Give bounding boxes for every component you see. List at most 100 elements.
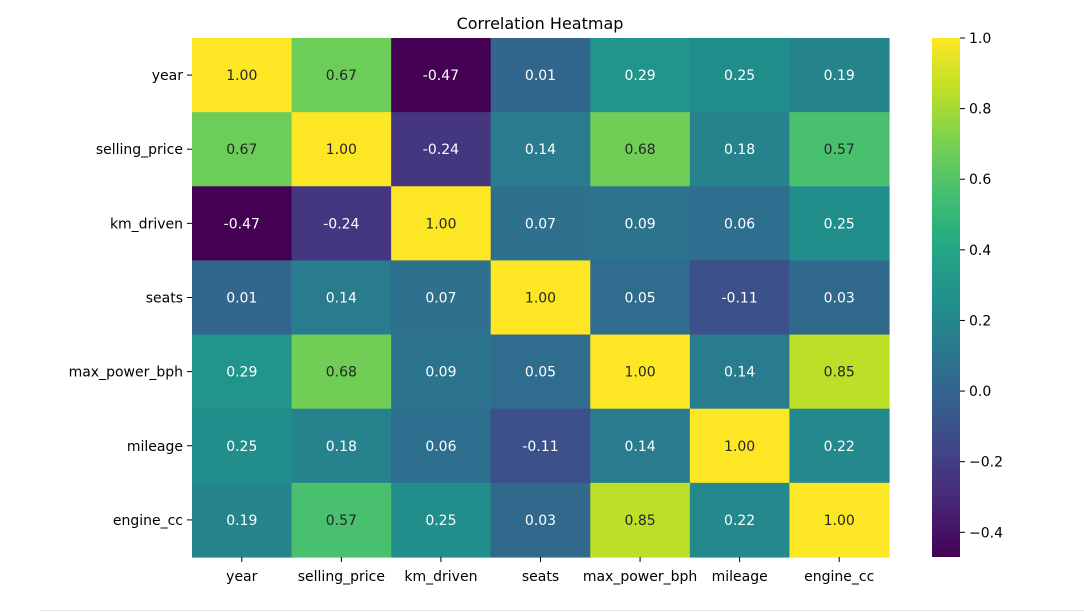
heatmap-cell-engine_cc-max_power_bph [590, 482, 691, 558]
cell-value-label: 0.14 [326, 290, 357, 306]
x-axis-tick-labels: year selling_price km_driven seats max_power… [226, 556, 874, 585]
cell-value-label: 0.68 [326, 365, 357, 381]
heatmap-cell-seats-seats [490, 260, 591, 336]
heatmap-cell-max_power_bph-engine_cc [789, 334, 890, 410]
x-tick-label: seats [522, 569, 559, 585]
cell-value-label: 1.00 [425, 216, 456, 232]
divider [40, 610, 1084, 611]
heatmap-cell-seats-km_driven [391, 260, 492, 336]
cell-value-label: 0.05 [525, 365, 556, 381]
heatmap-cell-engine_cc-year [192, 482, 293, 558]
heatmap-cell-max_power_bph-mileage [689, 334, 791, 410]
heatmap-cell-selling_price-year [192, 112, 293, 187]
cell-value-label: 0.85 [824, 365, 855, 381]
cell-value-label: 0.25 [425, 513, 456, 529]
x-tick-label: engine_cc [804, 569, 874, 585]
colorbar-tick-label: 0.8 [969, 102, 991, 118]
cell-value-label: -0.47 [224, 216, 260, 232]
heatmap-cell-max_power_bph-year [192, 334, 293, 410]
cell-value-label: 0.25 [724, 68, 755, 84]
heatmap-cell-selling_price-max_power_bph [590, 112, 691, 187]
colorbar-tick-label: −0.2 [969, 455, 1003, 471]
heatmap-cell-engine_cc-selling_price [291, 482, 392, 558]
y-tick-label: km_driven [110, 216, 183, 232]
heatmap-cell-engine_cc-engine_cc [789, 482, 890, 558]
heatmap-cell-max_power_bph-selling_price [291, 334, 392, 410]
cell-value-label: 0.01 [525, 68, 556, 84]
cell-value-label: 1.00 [624, 365, 655, 381]
cell-value-label: 0.67 [226, 142, 257, 158]
cell-value-label: 0.19 [824, 68, 855, 84]
cell-value-label: -0.47 [423, 68, 459, 84]
colorbar-ticks: 1.0 0.8 0.6 0.4 0.2 0.0 −0.2 −0.4 [960, 31, 1003, 541]
cell-value-label: 1.00 [226, 68, 257, 84]
cell-value-label: -0.24 [323, 216, 359, 232]
cell-value-label: 0.09 [425, 365, 456, 381]
colorbar-tick-label: 0.4 [969, 243, 991, 259]
heatmap-cell-km_driven-year [192, 186, 293, 262]
colorbar-tick-label: 0.0 [969, 384, 991, 400]
x-tick-label: selling_price [298, 569, 385, 585]
cell-value-label: 0.09 [624, 216, 655, 232]
cell-value-label: 0.14 [624, 439, 655, 455]
heatmap-cell-year-km_driven [391, 38, 492, 113]
heatmap-cell-selling_price-engine_cc [789, 112, 890, 187]
heatmap-cell-selling_price-mileage [689, 112, 791, 187]
heatmap-cell-engine_cc-km_driven [391, 482, 492, 558]
cell-value-label: 0.14 [724, 365, 755, 381]
heatmap-cell-mileage-seats [490, 408, 591, 484]
colorbar-tick-label: −0.4 [969, 525, 1003, 541]
cell-value-label: 0.03 [525, 513, 556, 529]
y-tick-label: engine_cc [113, 513, 183, 529]
cell-value-label: 0.22 [724, 513, 755, 529]
heatmap-cell-mileage-km_driven [391, 408, 492, 484]
cell-value-label: 0.22 [824, 439, 855, 455]
heatmap-cell-selling_price-seats [490, 112, 591, 187]
chart-title: Correlation Heatmap [457, 14, 624, 33]
x-tick-label: km_driven [404, 569, 477, 585]
heatmap-cell-max_power_bph-km_driven [391, 334, 492, 410]
y-tick-label: seats [146, 290, 183, 306]
heatmap-cell-selling_price-km_driven [391, 112, 492, 187]
heatmap-cell-mileage-year [192, 408, 293, 484]
cell-value-label: 0.14 [525, 142, 556, 158]
heatmap-cell-km_driven-mileage [689, 186, 791, 262]
heatmap-cell-selling_price-selling_price [291, 112, 392, 187]
heatmap-cell-km_driven-seats [490, 186, 591, 262]
colorbar-tick-label: 0.6 [969, 172, 991, 188]
heatmap-cell-engine_cc-seats [490, 482, 591, 558]
heatmap-cell-seats-selling_price [291, 260, 392, 336]
y-tick-label: year [152, 68, 183, 84]
cell-value-label: 0.67 [326, 68, 357, 84]
cell-value-label: 0.05 [624, 290, 655, 306]
x-tick-label: mileage [712, 569, 768, 585]
heatmap-cell-km_driven-max_power_bph [590, 186, 691, 262]
y-tick-label: selling_price [96, 142, 183, 158]
heatmap-cell-year-mileage [689, 38, 791, 113]
heatmap-cell-max_power_bph-seats [490, 334, 591, 410]
heatmap-cell-max_power_bph-max_power_bph [590, 334, 691, 410]
cell-value-label: 0.18 [326, 439, 357, 455]
heatmap-cell-mileage-mileage [689, 408, 791, 484]
heatmap-cell-seats-engine_cc [789, 260, 890, 336]
x-tick-label: year [226, 569, 257, 585]
cell-value-label: -0.11 [722, 290, 758, 306]
heatmap-cell-year-selling_price [291, 38, 392, 113]
heatmap-cell-year-max_power_bph [590, 38, 691, 113]
y-tick-label: mileage [127, 439, 183, 455]
x-tick-label: max_power_bph [583, 569, 697, 585]
heatmap-cells: 1.00 0.67 -0.47 0.01 0.29 0.25 0.19 0.67 1.00 -0.… [192, 38, 890, 558]
colorbar-tick-label: 0.2 [969, 313, 991, 329]
heatmap-cell-year-engine_cc [789, 38, 890, 113]
cell-value-label: 1.00 [326, 142, 357, 158]
cell-value-label: 1.00 [824, 513, 855, 529]
heatmap-cell-km_driven-km_driven [391, 186, 492, 262]
cell-value-label: 0.06 [425, 439, 456, 455]
cell-value-label: 0.07 [425, 290, 456, 306]
cell-value-label: 0.57 [326, 513, 357, 529]
cell-value-label: 0.25 [824, 216, 855, 232]
cell-value-label: 0.07 [525, 216, 556, 232]
cell-value-label: 0.03 [824, 290, 855, 306]
